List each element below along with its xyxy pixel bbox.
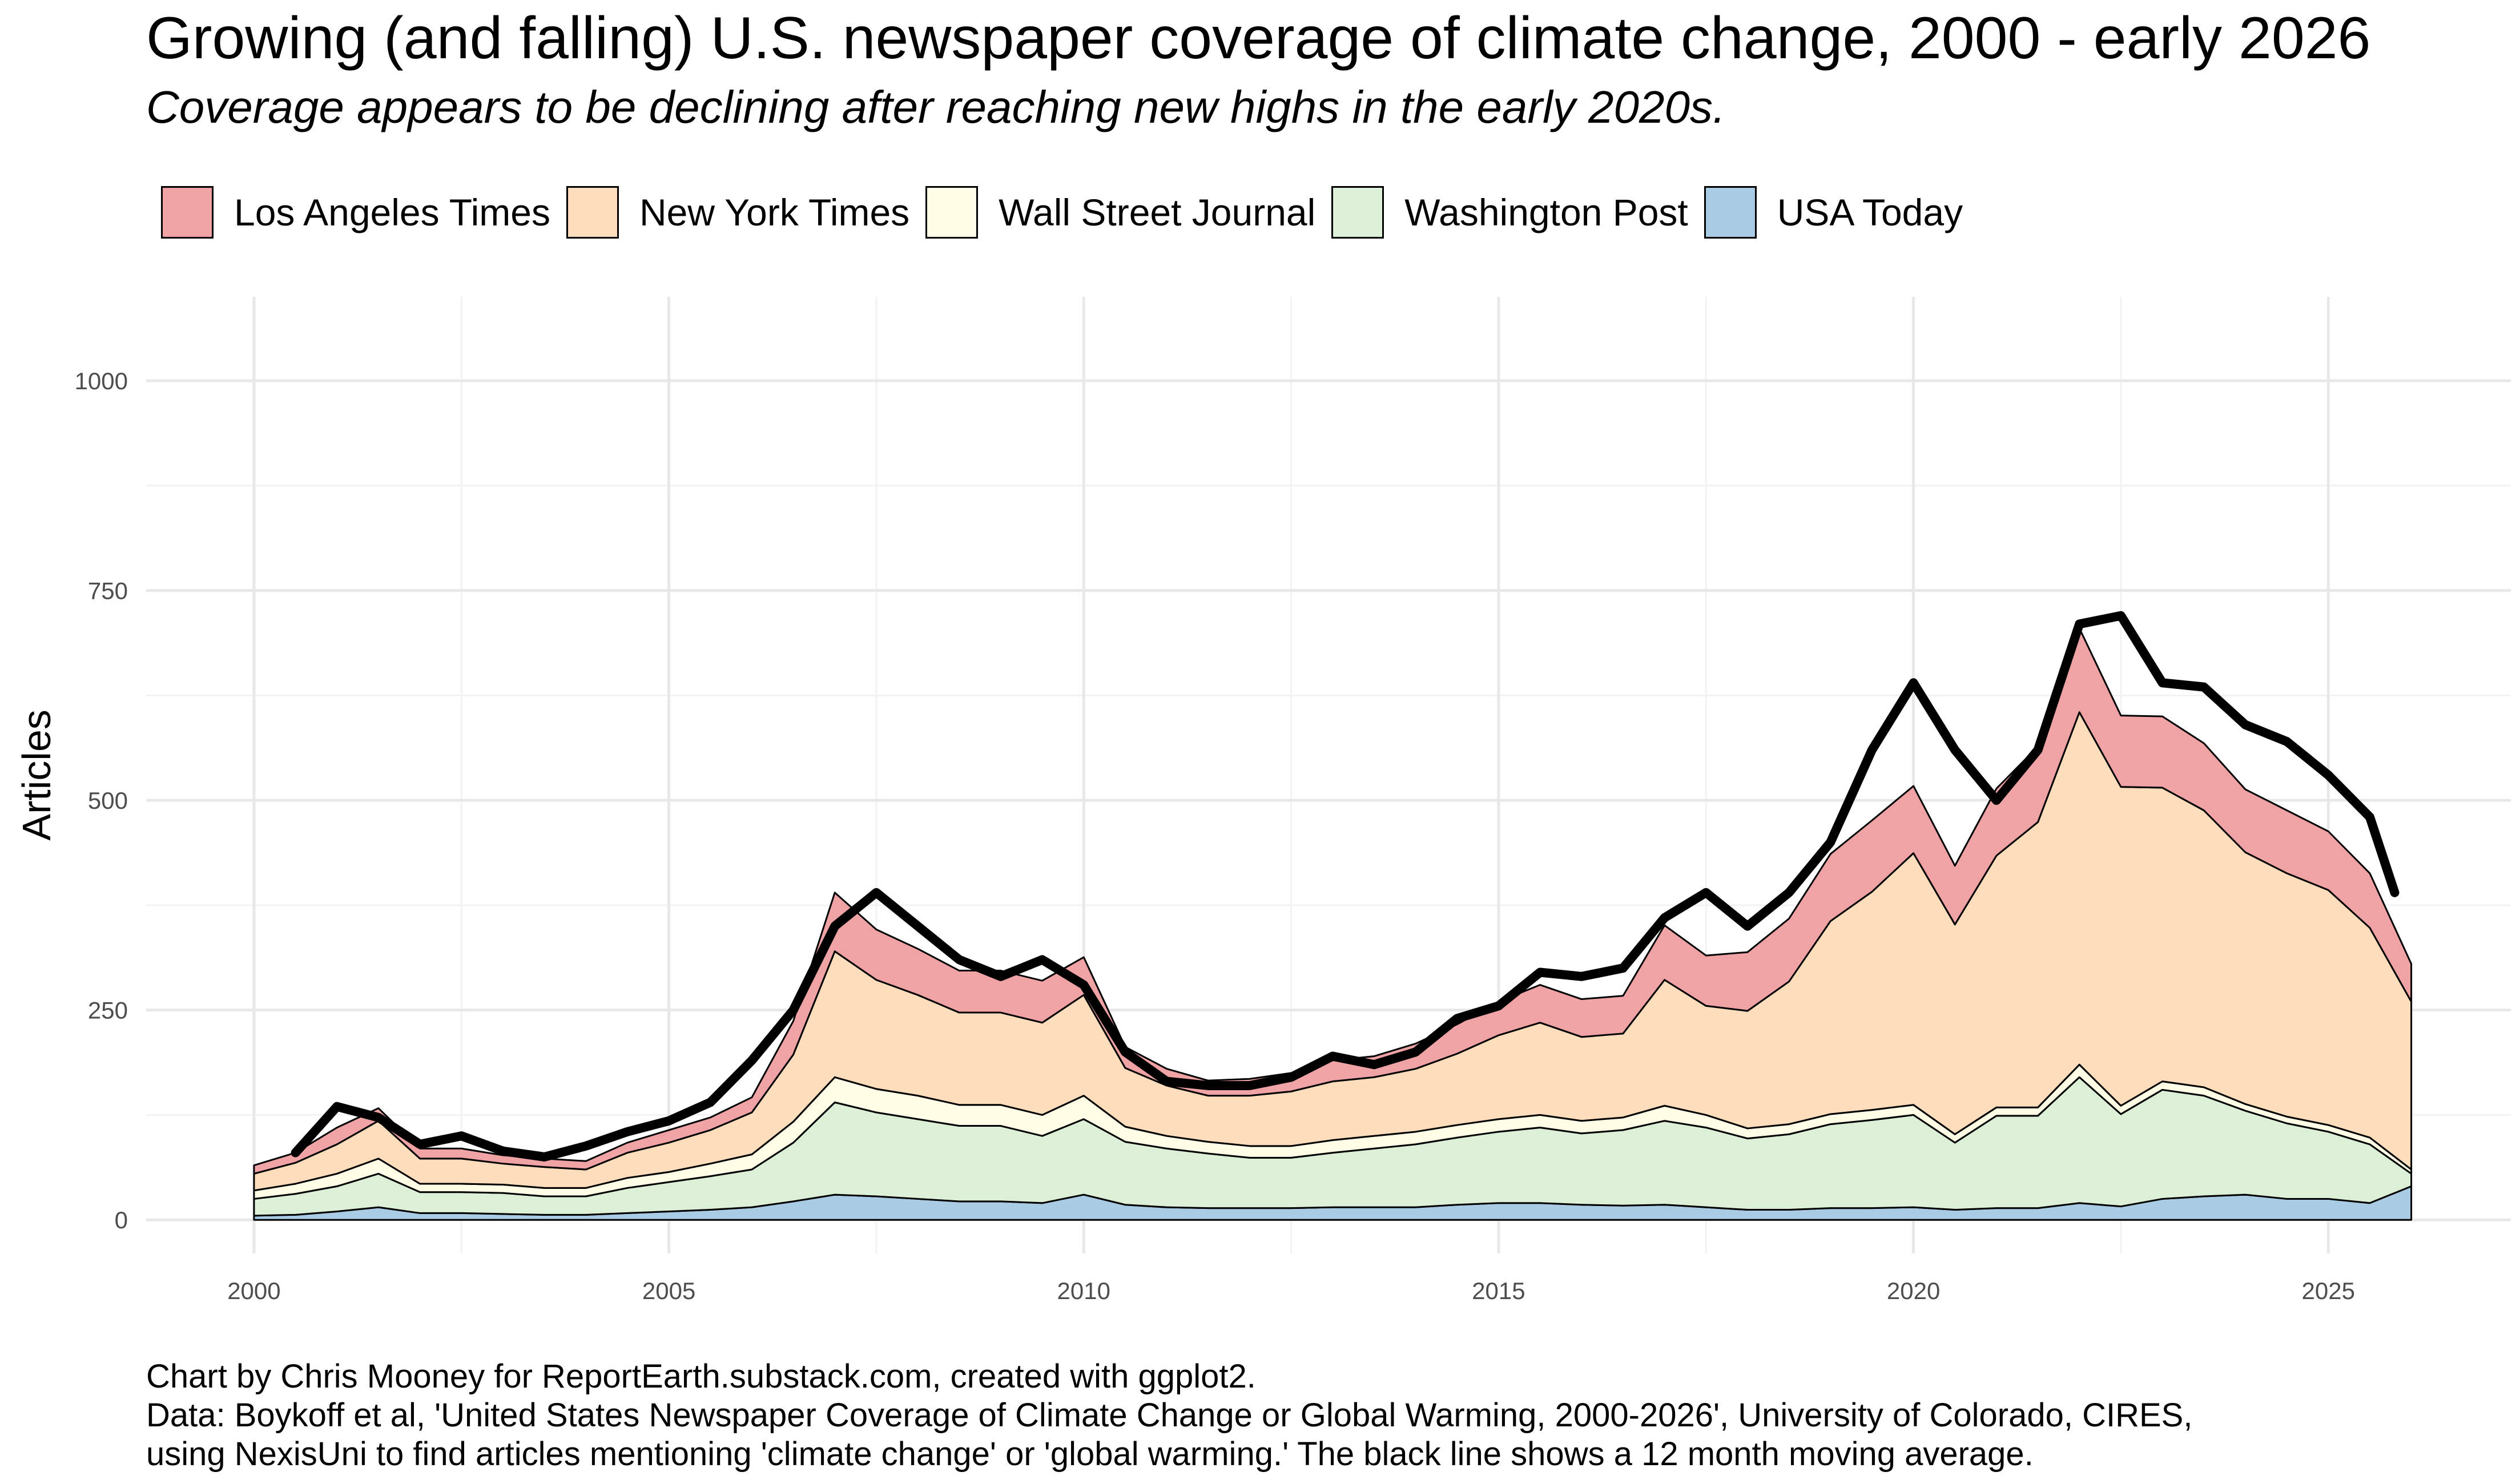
- y-tick-label: 250: [88, 997, 128, 1024]
- chart-title: Growing (and falling) U.S. newspaper cov…: [146, 5, 2371, 71]
- y-tick-label: 750: [88, 578, 128, 604]
- legend-swatch: [161, 186, 214, 239]
- y-tick-label: 500: [88, 787, 128, 814]
- legend-item-new-york-times: New York Times: [566, 186, 909, 239]
- legend-swatch: [566, 186, 619, 239]
- moving-average: [291, 611, 2400, 1162]
- moving-average-line: [291, 611, 2400, 1162]
- y-tick-label: 0: [115, 1207, 128, 1233]
- y-tick-label: 1000: [75, 368, 128, 394]
- x-tick-label: 2015: [1472, 1277, 1525, 1304]
- area-series: [253, 627, 2413, 1221]
- x-tick-label: 2000: [227, 1277, 280, 1304]
- legend: Los Angeles Times New York Times Wall St…: [161, 186, 1979, 239]
- legend-swatch: [1331, 186, 1384, 239]
- legend-item-usa-today: USA Today: [1704, 186, 1963, 239]
- caption: Chart by Chris Mooney for ReportEarth.su…: [146, 1357, 2192, 1474]
- legend-label: Wall Street Journal: [999, 191, 1316, 233]
- legend-item-washington-post: Washington Post: [1331, 186, 1688, 239]
- legend-label: Washington Post: [1404, 191, 1688, 233]
- caption-line: using NexisUni to find articles mentioni…: [146, 1435, 2034, 1473]
- legend-swatch: [1704, 186, 1757, 239]
- axes: 2000 2005 2010 2015 2020 2025 0 250 500 750 1000 Ar…: [14, 368, 2355, 1304]
- legend-item-wall-street-journal: Wall Street Journal: [925, 186, 1315, 239]
- y-axis-title: Articles: [14, 709, 59, 840]
- legend-swatch: [925, 186, 979, 239]
- chart-subtitle: Coverage appears to be declining after r…: [146, 82, 1726, 132]
- legend-label: Los Angeles Times: [234, 191, 550, 233]
- caption-line: Data: Boykoff et al, 'United States News…: [146, 1397, 2193, 1434]
- legend-item-los-angeles-times: Los Angeles Times: [161, 186, 550, 239]
- legend-label: New York Times: [639, 191, 910, 233]
- caption-line: Chart by Chris Mooney for ReportEarth.su…: [146, 1358, 1256, 1395]
- x-tick-label: 2020: [1887, 1277, 1940, 1304]
- x-tick-label: 2010: [1057, 1277, 1110, 1304]
- legend-label: USA Today: [1777, 191, 1963, 233]
- x-tick-label: 2025: [2302, 1277, 2355, 1304]
- x-tick-label: 2005: [642, 1277, 695, 1304]
